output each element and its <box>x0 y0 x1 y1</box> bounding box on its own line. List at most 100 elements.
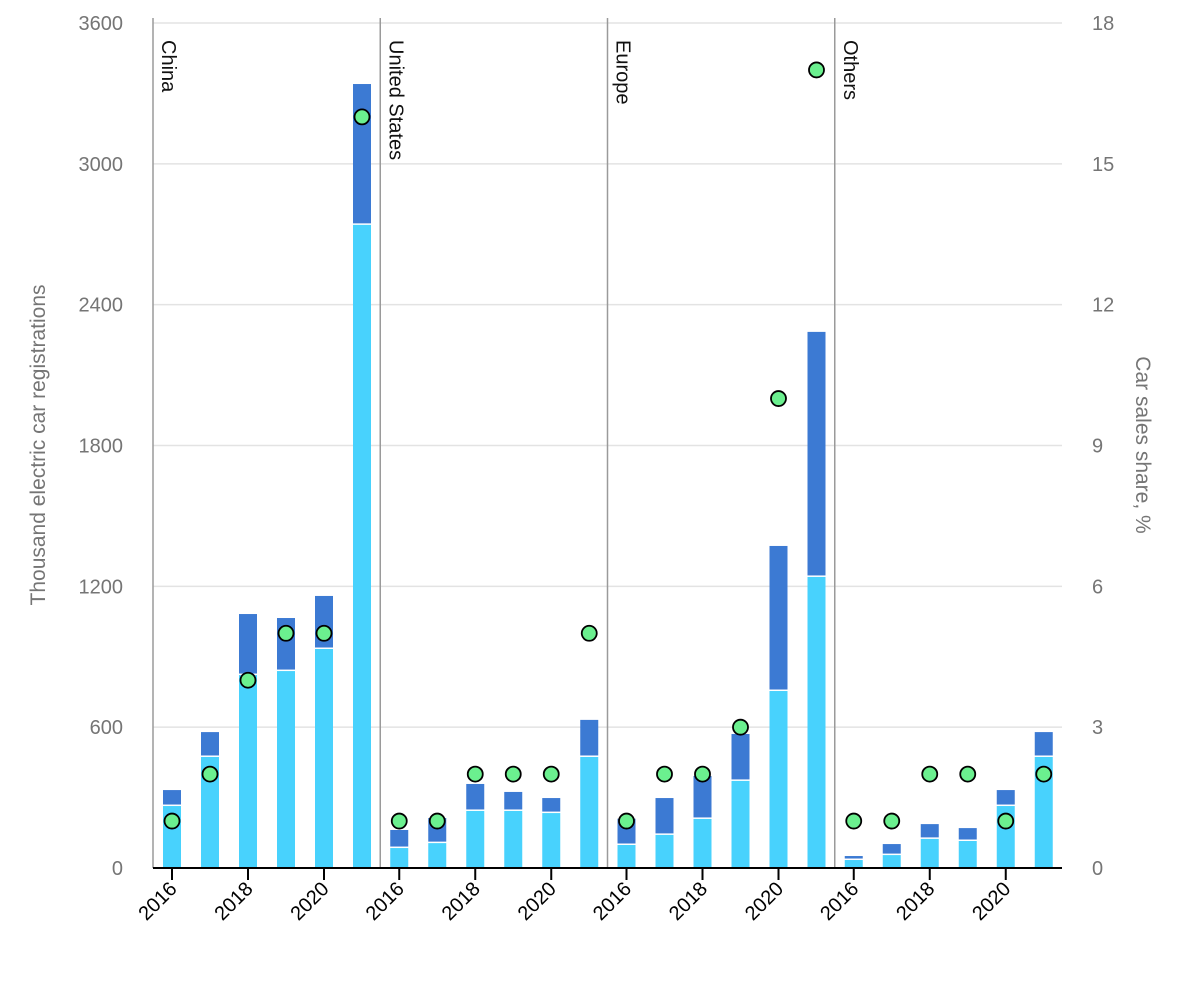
bar-segment-1 <box>807 576 826 868</box>
bar-segment-1 <box>655 834 674 868</box>
y2-tick-label: 6 <box>1092 576 1103 598</box>
share-point <box>959 765 977 783</box>
share-point <box>163 812 181 830</box>
y-tick-label: 1800 <box>79 436 124 458</box>
share-point <box>353 108 371 126</box>
bar-segment-2 <box>1034 732 1053 756</box>
bar-segment-1 <box>617 844 636 868</box>
bar-segment-1 <box>769 691 788 868</box>
bar-segment-2 <box>353 84 371 224</box>
y2-tick-label: 12 <box>1092 295 1114 317</box>
bar-segment-2 <box>693 775 712 818</box>
y2-tick-label: 9 <box>1092 436 1103 458</box>
axes <box>152 18 1062 880</box>
group-label-europe: Europe <box>612 40 634 105</box>
y-tick-label: 1200 <box>79 576 124 598</box>
bar-segment-1 <box>390 848 409 868</box>
share-point <box>656 765 673 783</box>
y2-axis-title: Car sales share, % <box>1131 356 1154 533</box>
bar-segment-1 <box>731 780 750 868</box>
y2-tick-label: 15 <box>1092 154 1114 176</box>
y2-tick-label: 3 <box>1092 717 1103 739</box>
share-point <box>618 812 635 830</box>
share-point <box>390 812 408 830</box>
share-point <box>277 624 295 642</box>
x-tick-label: 2018 <box>211 878 258 925</box>
bar-segment-2 <box>504 791 523 810</box>
bar-segment-1 <box>693 818 712 868</box>
y-tick-label: 2400 <box>79 295 124 317</box>
bar-segment-1 <box>277 671 295 868</box>
bar-segment-1 <box>542 813 561 868</box>
y2-tick-label: 0 <box>1092 858 1103 880</box>
x-tick-label: 2016 <box>135 878 182 925</box>
bar-segment-1 <box>958 841 977 868</box>
share-point <box>1035 765 1053 783</box>
group-separators <box>379 18 836 868</box>
bar-segment-1 <box>353 224 371 869</box>
bar-segment-1 <box>920 838 939 868</box>
bar-segment-1 <box>239 675 257 868</box>
bar-segment-2 <box>996 790 1015 805</box>
x-tick-label: 2018 <box>438 878 485 925</box>
share-point <box>580 624 598 642</box>
share-point <box>466 765 484 783</box>
x-tick-label: 2020 <box>741 878 788 925</box>
share-point <box>845 812 863 830</box>
bar-segment-2 <box>769 545 788 690</box>
x-tick-label: 2020 <box>514 878 561 925</box>
x-tick-label: 2016 <box>589 878 636 925</box>
y-axis-title: Thousand electric car registrations <box>27 285 50 606</box>
x-tick-label: 2016 <box>816 878 863 925</box>
bar-segment-2 <box>466 783 485 810</box>
bar-segment-2 <box>163 790 181 805</box>
bar-segment-2 <box>580 719 599 756</box>
group-label-others: Others <box>839 40 861 100</box>
bar-segment-2 <box>920 824 939 838</box>
bar-segment-2 <box>731 733 750 780</box>
x-tick-label: 2020 <box>287 878 334 925</box>
bar-segment-2 <box>844 856 863 859</box>
share-point <box>239 671 257 689</box>
bar-segment-2 <box>239 614 257 674</box>
y-tick-label: 3000 <box>79 154 124 176</box>
bar-segment-1 <box>201 756 219 868</box>
group-label-china: China <box>157 40 179 93</box>
share-point <box>201 765 219 783</box>
share-point <box>883 812 901 830</box>
bar-segment-2 <box>390 829 409 847</box>
y-tick-label: 600 <box>90 717 123 739</box>
bar-segment-1 <box>580 756 599 868</box>
x-tick-label: 2018 <box>892 878 939 925</box>
bar-segment-2 <box>958 828 977 840</box>
x-tick-label: 2018 <box>665 878 712 925</box>
group-label-united-states: United States <box>384 40 406 160</box>
bar-segment-2 <box>201 732 219 756</box>
bar-segment-1 <box>882 855 901 868</box>
bar-segment-1 <box>428 843 447 868</box>
share-point <box>770 390 787 407</box>
y2-tick-label: 18 <box>1092 13 1114 35</box>
share-point <box>732 718 749 736</box>
share-point <box>808 61 825 79</box>
y-tick-label: 0 <box>112 858 123 880</box>
share-point <box>428 812 446 830</box>
bar-segment-1 <box>844 860 863 868</box>
bar-segment-1 <box>315 649 333 868</box>
bar-segment-2 <box>655 798 674 834</box>
share-point <box>504 765 522 783</box>
bar-segment-1 <box>466 810 485 868</box>
x-tick-label: 2020 <box>968 878 1015 925</box>
bar-segment-2 <box>542 798 561 812</box>
share-point <box>694 765 711 783</box>
share-point <box>997 812 1015 830</box>
bar-segment-1 <box>1034 756 1053 868</box>
share-point <box>921 765 939 783</box>
bar-segment-2 <box>807 331 826 576</box>
x-tick-label: 2016 <box>362 878 409 925</box>
bar-segment-1 <box>504 810 523 868</box>
bar-segment-2 <box>882 844 901 854</box>
share-point <box>542 765 560 783</box>
share-points <box>163 61 1053 830</box>
